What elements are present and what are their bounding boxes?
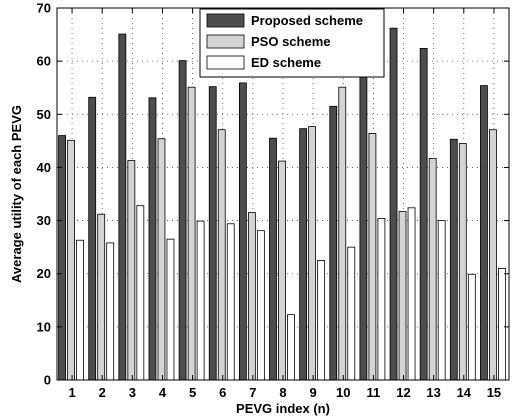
y-tick-label: 70: [37, 1, 51, 16]
y-tick-label: 50: [37, 107, 51, 122]
legend-label: ED scheme: [251, 55, 321, 70]
legend: Proposed scheme PSO scheme ED scheme: [199, 8, 385, 78]
bar: [308, 126, 317, 381]
x-tick-label: 4: [159, 385, 167, 400]
bar: [127, 160, 136, 381]
x-tick-label: 8: [279, 385, 286, 400]
bar: [118, 33, 127, 381]
bar: [458, 143, 467, 381]
bar: [136, 205, 145, 381]
x-axis-label: PEVG index (n): [236, 401, 330, 416]
bar: [437, 220, 446, 381]
bar: [449, 138, 458, 381]
x-tick-label: 9: [310, 385, 317, 400]
x-tick-label: 11: [367, 385, 381, 400]
legend-swatch: [206, 13, 245, 28]
x-tick-label: 1: [68, 385, 75, 400]
bar: [428, 157, 437, 381]
y-tick-label: 40: [37, 160, 51, 175]
bar: [106, 242, 115, 381]
y-tick-label: 20: [37, 266, 51, 281]
y-tick-label: 30: [37, 213, 51, 228]
bar: [287, 314, 295, 381]
bar: [97, 213, 106, 381]
legend-swatch: [206, 34, 245, 49]
y-tick-label: 0: [44, 373, 51, 388]
x-tick-label: 2: [99, 385, 106, 400]
bar: [329, 105, 338, 381]
legend-label: Proposed scheme: [251, 13, 363, 28]
bar: [347, 246, 356, 381]
x-tick-label: 14: [457, 385, 472, 400]
bar: [480, 85, 488, 381]
x-tick-label: 7: [249, 385, 256, 400]
bar: [166, 238, 175, 381]
x-tick-label: 15: [487, 385, 501, 400]
bar: [67, 139, 75, 381]
bar: [187, 86, 196, 381]
bar: [398, 211, 407, 381]
bar: [498, 267, 506, 381]
bar: [226, 223, 235, 381]
bar: [208, 86, 217, 381]
bar: [58, 135, 66, 381]
bar: [178, 60, 187, 381]
x-tick-label: 6: [219, 385, 226, 400]
bar: [196, 220, 205, 381]
bar: [247, 212, 256, 381]
x-tick-label: 3: [129, 385, 136, 400]
bar: [359, 74, 368, 381]
bar: [238, 82, 247, 381]
bar: [407, 207, 416, 381]
bar: [256, 230, 265, 381]
bar: [148, 97, 157, 381]
bar: [157, 138, 166, 381]
bar: [278, 160, 286, 381]
legend-swatch: [206, 55, 245, 70]
bar: [269, 137, 277, 381]
y-axis-label: Average utility of each PEVG: [9, 105, 24, 283]
x-tick-label: 5: [189, 385, 196, 400]
bar: [317, 260, 326, 381]
bar: [419, 47, 428, 381]
bar: [489, 129, 497, 381]
bar: [377, 218, 386, 381]
x-axis: 1 2 3 4 5 6 7 8 9 10 11 12 13 14 15: [68, 8, 501, 400]
x-tick-label: 10: [336, 385, 350, 400]
bar: [88, 96, 97, 381]
bar: [299, 128, 308, 381]
bar: [217, 129, 226, 381]
bars-group: [58, 27, 506, 381]
bar: [368, 133, 377, 381]
x-tick-label: 12: [396, 385, 410, 400]
y-axis: 0 10 20 30 40 50 60 70: [37, 1, 509, 388]
bar: [467, 273, 476, 381]
legend-label: PSO scheme: [251, 34, 331, 49]
bar: [338, 86, 347, 381]
bar: [76, 239, 84, 381]
y-tick-label: 60: [37, 54, 51, 69]
bar: [389, 27, 398, 381]
x-tick-label: 13: [426, 385, 440, 400]
y-tick-label: 10: [37, 319, 51, 334]
